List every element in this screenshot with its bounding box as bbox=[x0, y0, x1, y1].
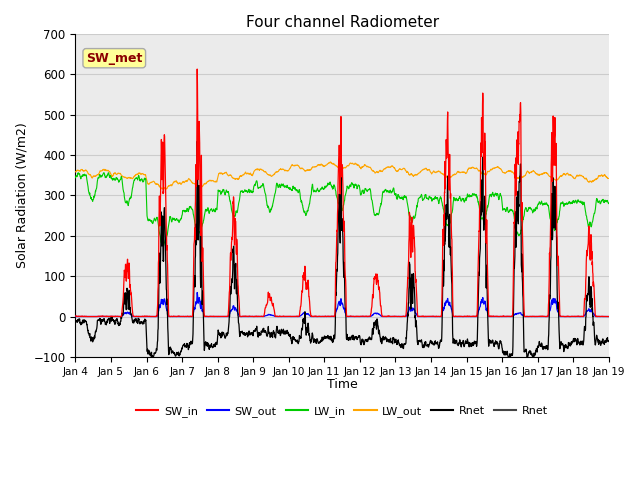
Line: LW_out: LW_out bbox=[76, 162, 609, 189]
SW_in bbox=[558, 313, 566, 319]
SW_out bbox=[369, 312, 377, 318]
LW_out bbox=[369, 168, 377, 174]
SW_in bbox=[369, 292, 377, 298]
Rnet bbox=[558, 341, 566, 347]
SW_in bbox=[221, 313, 228, 319]
LW_out bbox=[358, 164, 365, 170]
LW_out bbox=[605, 176, 612, 181]
SW_in bbox=[497, 313, 505, 319]
LW_out bbox=[72, 169, 79, 175]
Rnet bbox=[573, 342, 580, 348]
SW_in bbox=[72, 313, 79, 319]
SW_out bbox=[193, 289, 201, 295]
SW_out bbox=[358, 313, 365, 319]
SW_in bbox=[593, 313, 601, 319]
SW_out bbox=[573, 313, 580, 319]
Line: LW_in: LW_in bbox=[76, 173, 609, 246]
Rnet bbox=[72, 319, 79, 325]
LW_in bbox=[72, 175, 79, 180]
LW_in bbox=[160, 243, 168, 249]
LW_in bbox=[605, 201, 612, 206]
SW_out bbox=[605, 313, 612, 319]
Rnet bbox=[497, 340, 505, 346]
LW_in bbox=[497, 193, 505, 199]
SW_out bbox=[72, 313, 79, 319]
Line: SW_in: SW_in bbox=[76, 69, 609, 316]
Rnet bbox=[358, 340, 365, 346]
SW_out bbox=[558, 313, 566, 319]
LW_in bbox=[100, 170, 108, 176]
LW_out bbox=[162, 186, 170, 192]
Line: Rnet: Rnet bbox=[76, 141, 609, 360]
Rnet bbox=[529, 357, 536, 363]
SW_in bbox=[605, 313, 612, 319]
SW_in bbox=[193, 66, 201, 72]
SW_out bbox=[497, 313, 505, 319]
LW_out bbox=[221, 170, 228, 176]
LW_in bbox=[558, 201, 566, 206]
SW_out bbox=[378, 313, 386, 319]
LW_in bbox=[573, 200, 580, 206]
Legend: SW_in, SW_out, LW_in, LW_out, Rnet, Rnet: SW_in, SW_out, LW_in, LW_out, Rnet, Rnet bbox=[132, 401, 552, 421]
SW_in bbox=[573, 313, 580, 319]
SW_out bbox=[221, 313, 228, 319]
X-axis label: Time: Time bbox=[326, 378, 358, 391]
LW_out bbox=[558, 173, 566, 179]
Rnet bbox=[193, 138, 201, 144]
SW_in bbox=[358, 313, 365, 319]
Title: Four channel Radiometer: Four channel Radiometer bbox=[246, 15, 438, 30]
LW_in bbox=[221, 190, 228, 196]
Text: SW_met: SW_met bbox=[86, 52, 143, 65]
Rnet bbox=[369, 330, 377, 336]
Line: SW_out: SW_out bbox=[76, 292, 609, 316]
LW_out bbox=[497, 167, 505, 172]
LW_out bbox=[573, 172, 580, 178]
LW_in bbox=[358, 190, 365, 196]
Rnet bbox=[605, 338, 612, 344]
Y-axis label: Solar Radiation (W/m2): Solar Radiation (W/m2) bbox=[15, 122, 28, 268]
Rnet bbox=[221, 332, 228, 338]
LW_out bbox=[327, 159, 335, 165]
LW_in bbox=[369, 206, 377, 212]
